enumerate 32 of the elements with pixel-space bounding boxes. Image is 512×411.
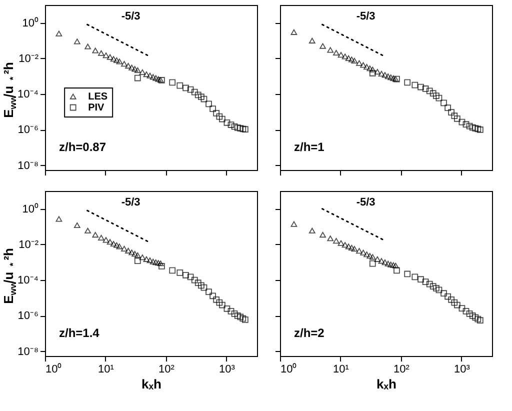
x-tick-label: 10² <box>394 364 410 376</box>
x-tick-label: 10² <box>158 364 175 376</box>
x-axis-title: kₓh <box>142 376 162 392</box>
y-tick-label: 10⁻² <box>18 52 39 65</box>
y-tick-label: 10⁻² <box>18 238 39 251</box>
y-tick-label: 10⁻⁶ <box>18 124 38 136</box>
annotation: -5/3 <box>356 10 376 22</box>
y-axis-title: Eww/u*²h <box>1 62 18 118</box>
x-tick-label: 10⁰ <box>46 362 62 376</box>
y-tick-label: 10⁻⁴ <box>18 88 39 101</box>
y-tick-label: 10⁻⁸ <box>18 346 38 358</box>
x-tick-label: 10¹ <box>333 364 350 376</box>
y-tick-label: 10⁻⁸ <box>18 160 38 172</box>
x-axis-title: kₓh <box>376 376 397 392</box>
annotation: z/h=1.4 <box>59 326 100 340</box>
y-axis-title: Eww/u*²h <box>1 248 18 304</box>
x-tick-label: 10⁰ <box>280 362 297 376</box>
x-tick-label: 10³ <box>218 364 236 376</box>
annotation: -5/3 <box>356 196 376 208</box>
x-tick-label: 10³ <box>454 364 470 376</box>
legend-label: PIV <box>88 102 105 114</box>
annotation: -5/3 <box>121 10 140 22</box>
annotation: z/h=0.87 <box>59 140 106 154</box>
annotation: z/h=2 <box>294 326 325 340</box>
y-tick-label: 10⁰ <box>22 202 38 216</box>
y-tick-label: 10⁰ <box>22 16 38 30</box>
y-tick-label: 10⁻⁶ <box>18 310 38 322</box>
annotation: -5/3 <box>121 196 140 208</box>
y-tick-label: 10⁻⁴ <box>18 274 39 287</box>
annotation: z/h=1 <box>294 140 325 154</box>
x-tick-label: 10¹ <box>98 364 114 376</box>
legend-label: LES <box>88 92 108 102</box>
